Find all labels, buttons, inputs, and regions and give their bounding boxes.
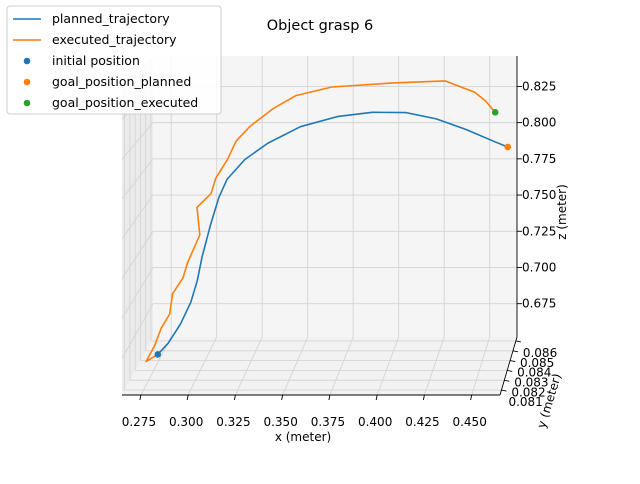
x-axis-label: x (meter) <box>275 430 331 444</box>
x-tick-label: 0.325 <box>216 415 250 429</box>
series-line-executed_trajectory <box>145 80 497 363</box>
tick-labels: 0.275 0.300 0.325 0.350 0.375 0.400 0.425 0.450… <box>122 79 557 429</box>
legend-swatch-marker <box>23 99 31 107</box>
x-tick-mark <box>139 394 142 401</box>
y-tick-mark <box>501 389 507 392</box>
y-tick-label: 0.083 <box>514 375 548 389</box>
z-gridline-side <box>121 122 154 160</box>
z-tick-label: 0.700 <box>522 260 556 274</box>
z-tick-label: 0.675 <box>522 297 556 311</box>
x-tick-mark <box>281 394 284 401</box>
y-tick-mark <box>512 350 519 353</box>
y-tick-label: 0.085 <box>520 356 554 370</box>
y-tick-label: 0.084 <box>517 366 551 380</box>
x-tick-label: 0.375 <box>311 415 345 429</box>
x-tick-mark <box>328 394 331 401</box>
legend-frame <box>6 5 222 115</box>
x-gridline-floor <box>423 336 445 396</box>
x-gridline-floor <box>140 336 172 396</box>
y-tick-label: 0.086 <box>523 346 557 360</box>
x-tick-label: 0.350 <box>263 415 297 429</box>
legend-swatch-marker <box>23 78 31 86</box>
x-tick-mark <box>375 394 378 401</box>
z-tick-label: 0.775 <box>522 152 556 166</box>
axis-lines <box>122 56 522 401</box>
marker-initial-position <box>154 351 162 358</box>
legend-swatch-marker <box>23 57 31 65</box>
back-pane <box>153 56 517 337</box>
x-tick-mark <box>470 394 473 401</box>
y-tick-mark <box>507 369 513 372</box>
x-tick-label: 0.450 <box>452 415 486 429</box>
x-tick-mark <box>186 394 189 401</box>
data-series <box>145 80 509 363</box>
gridlines <box>121 56 517 396</box>
x-tick-mark <box>422 394 425 401</box>
y-tick-mark <box>504 379 510 382</box>
z-gridline-side <box>121 303 154 359</box>
x-gridline-floor <box>187 336 218 396</box>
legend-label: executed_trajectory <box>52 32 177 47</box>
legend-label: planned_trajectory <box>52 11 170 26</box>
z-tick-label: 0.725 <box>522 224 556 238</box>
z-gridline-side <box>121 267 154 319</box>
z-gridline-side <box>121 194 154 240</box>
x-gridline-floor <box>329 336 354 396</box>
x-tick-label: 0.400 <box>358 415 392 429</box>
z-tick-label: 0.750 <box>522 188 556 202</box>
legend-label: goal_position_executed <box>52 95 198 110</box>
legend-label: initial position <box>52 53 140 68</box>
marker-goal_position_executed <box>491 109 499 116</box>
z-axis-label: z (meter) <box>555 184 569 240</box>
x-tick-label: 0.425 <box>405 415 439 429</box>
z-gridline-side <box>121 231 154 279</box>
y-tick-mark <box>515 340 521 343</box>
marker-goal_position_planned <box>504 143 512 151</box>
series-line-planned_trajectory <box>157 111 509 356</box>
z-tick-label: 0.800 <box>522 116 556 130</box>
x-tick-mark <box>233 394 236 401</box>
x-gridline-floor <box>282 336 309 396</box>
x-gridline-floor <box>376 336 400 396</box>
x-tick-label: 0.300 <box>169 415 203 429</box>
z-gridline-side <box>121 158 154 200</box>
y-axis-line <box>499 336 518 396</box>
data-markers <box>154 109 512 358</box>
y-tick-label: 0.081 <box>508 395 542 409</box>
x-gridline-floor <box>234 336 263 396</box>
x-gridline-floor <box>471 336 491 396</box>
x-tick-label: 0.275 <box>122 415 156 429</box>
y-tick-mark <box>509 360 516 363</box>
y-tick-label: 0.082 <box>511 385 545 399</box>
legend-label: goal_position_planned <box>52 74 191 89</box>
floor-pane <box>122 337 517 395</box>
legend: planned_trajectory executed_trajectoryini… <box>6 5 222 115</box>
chart-title: Object grasp 6 <box>267 18 373 34</box>
z-tick-label: 0.825 <box>522 79 556 93</box>
